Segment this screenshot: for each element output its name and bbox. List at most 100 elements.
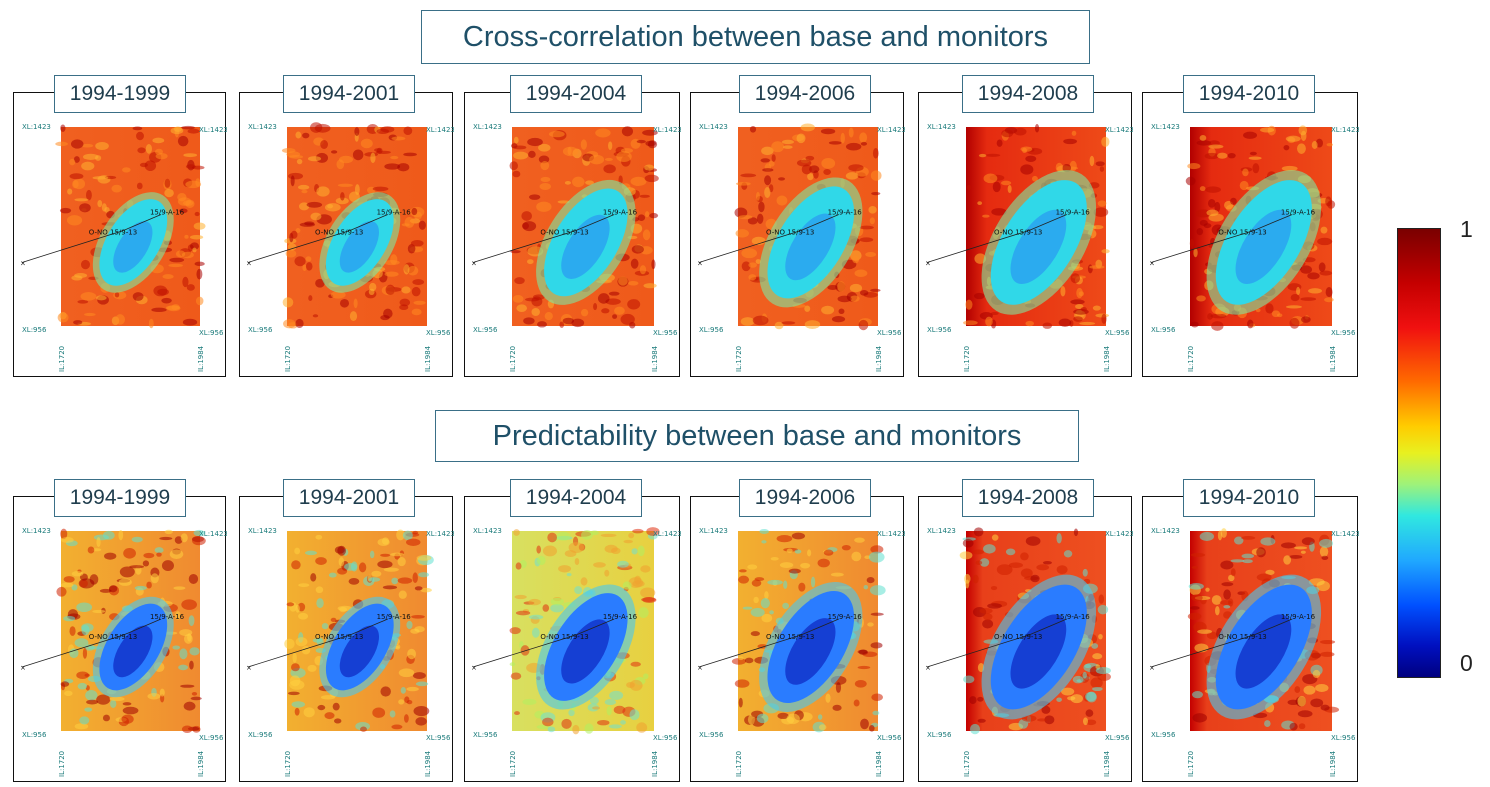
texture-speck [403, 152, 417, 157]
xl-top-right-label: XL:1423 [1331, 126, 1359, 134]
well-label-b: O-NO 15/9-13 [315, 228, 363, 236]
texture-speck [1097, 604, 1109, 615]
xl-bottom-right-label: XL:956 [199, 734, 224, 742]
texture-speck [189, 660, 194, 670]
texture-speck [585, 180, 594, 185]
texture-speck [778, 177, 786, 181]
texture-speck [1069, 160, 1077, 172]
texture-speck [540, 160, 550, 171]
texture-speck [818, 724, 827, 731]
texture-speck [301, 189, 308, 194]
texture-speck [411, 286, 421, 297]
texture-speck [1300, 297, 1317, 301]
texture-speck [407, 648, 417, 660]
texture-speck [377, 560, 393, 569]
xl-top-left-label: XL:1423 [1151, 123, 1180, 131]
texture-speck [302, 132, 310, 139]
xl-top-right-label: XL:1423 [1105, 126, 1133, 134]
texture-speck [296, 158, 303, 165]
texture-speck [1199, 135, 1207, 141]
well-label-b: O-NO 15/9-13 [315, 633, 363, 641]
texture-speck [177, 135, 189, 147]
texture-speck [196, 268, 203, 280]
texture-speck [420, 587, 432, 593]
map-graphic: × 15/9-A-16 O-NO 15/9-13 XL:1423 XL:1423 XL:9… [925, 527, 1133, 777]
texture-speck [755, 191, 760, 201]
texture-speck [397, 556, 406, 567]
texture-speck [996, 139, 1003, 147]
texture-speck [337, 183, 353, 187]
well-marker: × [246, 259, 252, 267]
texture-speck [604, 544, 618, 553]
texture-speck [1072, 675, 1084, 684]
texture-speck [1320, 704, 1330, 711]
texture-speck [376, 128, 390, 135]
texture-speck [840, 132, 845, 144]
texture-speck [291, 663, 300, 672]
texture-speck [595, 128, 611, 138]
texture-speck [82, 153, 99, 160]
texture-speck [1318, 262, 1326, 272]
texture-speck [738, 575, 750, 584]
well-label-a: 15/9-A-16 [150, 613, 185, 621]
xl-bottom-left-label: XL:956 [1151, 326, 1176, 334]
texture-speck [398, 590, 407, 599]
il-right-label: IL:1984 [424, 345, 432, 372]
texture-speck [646, 527, 660, 536]
texture-speck [1007, 185, 1012, 193]
texture-speck [179, 629, 193, 637]
texture-speck [854, 269, 868, 278]
texture-speck [1315, 684, 1329, 692]
texture-speck [115, 314, 126, 325]
texture-speck [287, 691, 300, 696]
texture-speck [752, 315, 769, 326]
texture-speck [1207, 198, 1216, 208]
texture-speck [1206, 209, 1219, 217]
texture-speck [830, 572, 844, 577]
texture-speck [739, 569, 747, 573]
texture-speck [771, 154, 776, 162]
well-track [472, 618, 615, 668]
texture-speck [1192, 713, 1208, 723]
texture-speck [310, 212, 322, 221]
texture-speck [755, 259, 761, 265]
texture-speck [1188, 583, 1204, 590]
texture-speck [767, 579, 783, 585]
texture-speck [809, 165, 820, 174]
texture-speck [514, 594, 527, 600]
texture-speck [764, 175, 772, 186]
texture-speck [738, 656, 744, 661]
texture-speck [631, 245, 644, 254]
panel-year-label: 1994-1999 [54, 75, 186, 113]
panel-year-label: 1994-1999 [54, 479, 186, 517]
texture-speck [620, 720, 626, 725]
xl-bottom-right-label: XL:956 [1331, 329, 1356, 337]
texture-speck [857, 649, 868, 654]
texture-speck [81, 161, 95, 171]
texture-speck [513, 136, 519, 144]
texture-speck [287, 243, 297, 251]
well-label-b: O-NO 15/9-13 [540, 633, 588, 641]
texture-speck [92, 609, 106, 614]
texture-speck [639, 265, 647, 275]
texture-speck [1294, 546, 1308, 550]
texture-speck [165, 305, 180, 311]
texture-speck [983, 613, 993, 621]
texture-speck [870, 642, 883, 649]
texture-speck [169, 549, 184, 560]
texture-speck [571, 318, 585, 328]
xl-bottom-right-label: XL:956 [653, 734, 678, 742]
texture-speck [290, 230, 298, 239]
texture-speck [1230, 197, 1237, 205]
texture-speck [147, 693, 161, 700]
texture-speck [1233, 536, 1244, 545]
xl-bottom-right-label: XL:956 [426, 734, 451, 742]
texture-speck [1204, 152, 1220, 160]
il-left-label: IL:1720 [58, 751, 66, 777]
texture-speck [398, 699, 405, 705]
texture-speck [291, 701, 305, 708]
texture-speck [748, 262, 757, 268]
il-left-label: IL:1720 [284, 346, 292, 372]
texture-speck [622, 581, 632, 590]
texture-speck [810, 576, 816, 588]
